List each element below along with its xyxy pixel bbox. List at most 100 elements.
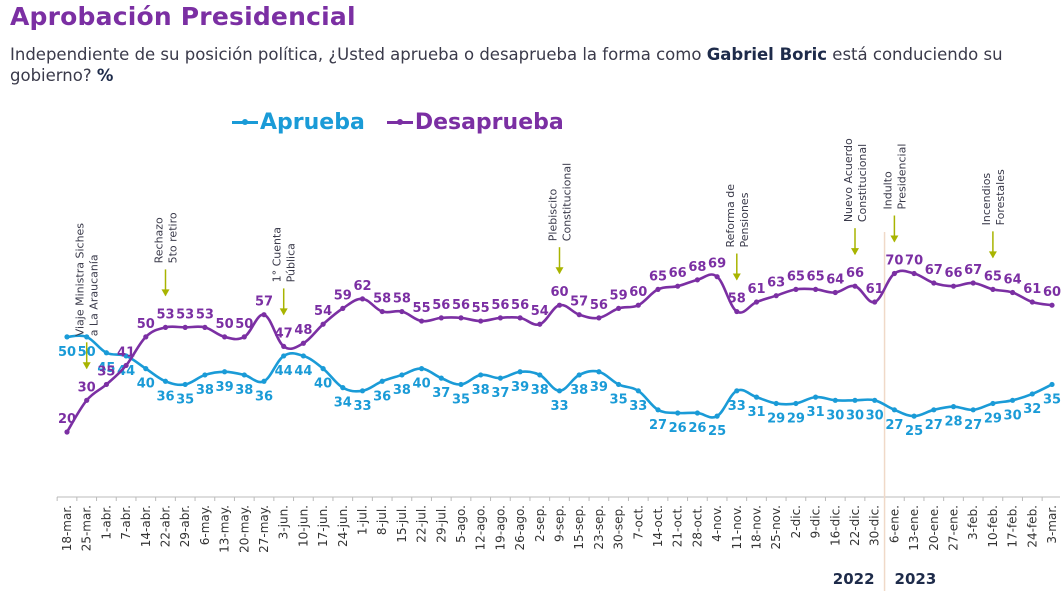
data-point-desaprueba xyxy=(675,283,681,289)
chart-subtitle: Independiente de su posición política, ¿… xyxy=(10,44,1010,86)
data-point-desaprueba xyxy=(399,308,405,315)
annotation-arrow-head xyxy=(851,248,859,256)
data-label-desaprueba: 55 xyxy=(472,301,490,316)
data-label-aprueba: 31 xyxy=(807,405,825,420)
data-label-aprueba: 35 xyxy=(1043,392,1061,407)
data-point-desaprueba xyxy=(497,315,503,321)
data-label-desaprueba: 53 xyxy=(176,307,194,322)
x-tick-label: 30-sep. xyxy=(612,505,626,550)
data-label-aprueba: 39 xyxy=(511,380,529,395)
data-point-aprueba xyxy=(773,400,779,407)
data-label-aprueba: 32 xyxy=(1023,402,1041,417)
data-label-desaprueba: 58 xyxy=(393,292,411,307)
data-point-desaprueba xyxy=(123,362,129,369)
annotation-arrow-head xyxy=(279,308,288,316)
annotation-label: Incendios xyxy=(980,173,993,226)
data-label-desaprueba: 56 xyxy=(491,298,509,313)
legend-swatch-desaprueba xyxy=(386,119,413,125)
data-point-desaprueba xyxy=(359,296,366,302)
data-label-desaprueba: 59 xyxy=(610,288,628,303)
x-tick-label: 6-ene. xyxy=(887,505,901,543)
x-tick-label: 7-oct. xyxy=(631,505,645,540)
data-point-desaprueba xyxy=(379,308,385,315)
year-label-2022: 2022 xyxy=(833,570,875,588)
data-label-desaprueba: 69 xyxy=(708,257,726,272)
x-tick-label: 8-jul. xyxy=(375,505,389,535)
data-point-desaprueba xyxy=(753,299,760,305)
data-label-aprueba: 27 xyxy=(964,418,982,433)
data-label-desaprueba: 56 xyxy=(590,298,608,313)
data-label-aprueba: 33 xyxy=(353,399,371,414)
annotation-label: Plebiscito xyxy=(547,189,560,242)
data-label-desaprueba: 66 xyxy=(846,266,864,281)
data-label-desaprueba: 50 xyxy=(216,317,234,332)
data-label-aprueba: 39 xyxy=(216,380,234,395)
x-tick-label: 9-sep. xyxy=(553,505,567,542)
data-label-aprueba: 37 xyxy=(491,386,509,401)
x-tick-label: 24-feb. xyxy=(1025,505,1039,548)
data-label-aprueba: 50 xyxy=(58,345,76,360)
data-point-aprueba xyxy=(123,353,129,359)
data-label-desaprueba: 54 xyxy=(531,304,549,319)
data-point-aprueba xyxy=(891,407,898,413)
data-label-aprueba: 38 xyxy=(196,383,214,398)
legend-item-aprueba: Aprueba xyxy=(232,110,365,135)
data-point-aprueba xyxy=(990,400,996,407)
data-label-aprueba: 31 xyxy=(747,405,765,420)
data-point-desaprueba xyxy=(596,315,602,321)
subtitle-president-name: Gabriel Boric xyxy=(706,45,828,64)
data-point-desaprueba xyxy=(419,318,425,324)
data-label-aprueba: 44 xyxy=(117,364,135,379)
data-point-desaprueba xyxy=(143,334,149,340)
data-label-desaprueba: 56 xyxy=(511,298,529,313)
data-point-desaprueba xyxy=(202,324,208,330)
x-tick-label: 3-feb. xyxy=(966,505,980,540)
data-label-desaprueba: 47 xyxy=(275,326,293,341)
data-label-desaprueba: 65 xyxy=(807,269,825,284)
data-point-aprueba xyxy=(556,388,563,394)
annotation-label: Pública xyxy=(285,243,298,282)
data-label-aprueba: 40 xyxy=(314,377,332,392)
data-point-desaprueba xyxy=(990,286,996,292)
data-point-desaprueba xyxy=(1029,299,1035,305)
data-point-desaprueba xyxy=(103,381,109,388)
data-label-aprueba: 40 xyxy=(413,377,431,392)
data-point-aprueba xyxy=(1049,381,1055,388)
data-point-desaprueba xyxy=(576,312,582,318)
data-point-desaprueba xyxy=(931,280,937,286)
x-tick-label: 12-ago. xyxy=(474,505,488,551)
data-point-desaprueba xyxy=(773,293,779,299)
data-label-aprueba: 25 xyxy=(905,424,923,439)
data-label-desaprueba: 61 xyxy=(866,282,884,297)
data-label-desaprueba: 56 xyxy=(452,298,470,313)
data-point-desaprueba xyxy=(852,283,858,289)
data-point-aprueba xyxy=(202,372,208,378)
data-label-desaprueba: 70 xyxy=(885,254,903,269)
data-label-desaprueba: 65 xyxy=(649,269,667,284)
data-label-aprueba: 30 xyxy=(1004,408,1022,423)
data-label-aprueba: 45 xyxy=(97,361,115,376)
data-label-desaprueba: 48 xyxy=(294,323,312,338)
data-label-aprueba: 34 xyxy=(334,396,352,411)
data-label-desaprueba: 64 xyxy=(1004,273,1022,288)
data-label-desaprueba: 58 xyxy=(373,292,391,307)
x-tick-label: 13-may. xyxy=(218,505,232,553)
data-point-desaprueba xyxy=(64,429,70,435)
data-point-desaprueba xyxy=(458,315,464,321)
data-label-aprueba: 33 xyxy=(728,399,746,414)
data-label-desaprueba: 62 xyxy=(353,279,371,294)
data-label-desaprueba: 67 xyxy=(964,263,982,278)
data-point-aprueba xyxy=(222,369,228,375)
annotation-label: Viaje Ministra Siches xyxy=(74,223,87,337)
data-point-aprueba xyxy=(340,385,346,391)
x-tick-label: 20-ene. xyxy=(927,505,941,551)
annotation-label: Pensiones xyxy=(738,192,751,247)
data-label-desaprueba: 65 xyxy=(984,269,1002,284)
x-tick-label: 1-abr. xyxy=(99,505,113,540)
data-label-aprueba: 33 xyxy=(550,399,568,414)
data-label-desaprueba: 61 xyxy=(747,282,765,297)
data-point-aprueba xyxy=(793,400,799,407)
data-point-aprueba xyxy=(281,353,287,359)
data-point-aprueba xyxy=(714,413,720,419)
